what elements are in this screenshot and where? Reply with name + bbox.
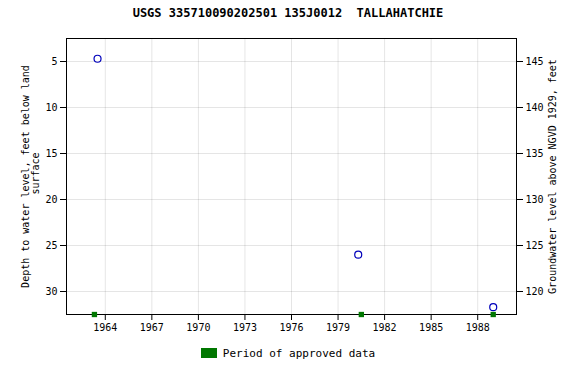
svg-text:25: 25 [45,240,57,251]
svg-text:120: 120 [526,286,544,297]
svg-text:145: 145 [526,56,544,67]
svg-text:Depth to water level, feet bel: Depth to water level, feet below land su… [20,65,41,288]
html-text:Period of approved data: Period of approved data [222,346,376,360]
svg-text:1976: 1976 [279,322,303,333]
svg-text:30: 30 [45,286,57,297]
svg-text:130: 130 [526,194,544,205]
svg-text:5: 5 [51,56,57,67]
svg-text:Groundwater level above NGVD 1: Groundwater level above NGVD 1929, feet [547,59,558,294]
svg-text:15: 15 [45,148,57,159]
svg-text:135: 135 [526,148,544,159]
svg-text:1979: 1979 [326,322,350,333]
svg-text:1973: 1973 [233,322,257,333]
svg-text:140: 140 [526,102,544,113]
svg-text:20: 20 [45,194,57,205]
svg-text:1988: 1988 [466,322,490,333]
svg-text:1985: 1985 [419,322,443,333]
svg-text:125: 125 [526,240,544,251]
svg-text:1964: 1964 [93,322,117,333]
svg-text:1982: 1982 [373,322,397,333]
svg-text:1967: 1967 [140,322,164,333]
svg-text:1970: 1970 [186,322,210,333]
svg-text:10: 10 [45,102,57,113]
html-text:USGS 335710090202501 135J0012: USGS 335710090202501 135J0012 TALLAHATCH… [132,6,444,20]
